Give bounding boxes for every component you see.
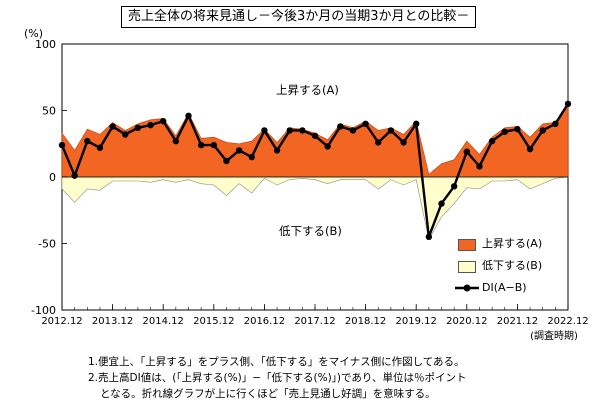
x-tick-label: 2019.12 bbox=[396, 316, 437, 327]
di-point bbox=[147, 121, 154, 129]
legend-label-up: 上昇する(A) bbox=[482, 237, 543, 250]
di-point bbox=[96, 144, 104, 151]
legend-item-down: 低下する(B) bbox=[452, 258, 572, 274]
di-point bbox=[387, 127, 395, 134]
di-point bbox=[160, 117, 167, 125]
legend-item-di: DI(A−B) bbox=[452, 280, 572, 296]
y-tick-label: 50 bbox=[42, 105, 56, 118]
di-point bbox=[463, 148, 470, 155]
di-point bbox=[223, 157, 230, 165]
di-point bbox=[261, 127, 268, 134]
y-tick-label: 100 bbox=[35, 38, 56, 51]
di-point bbox=[400, 139, 407, 146]
footnote-1: 1.便宜上、「上昇する」をプラス側、「低下する」をマイナス側に作図してある。 bbox=[88, 356, 465, 368]
footnotes: 1.便宜上、「上昇する」をプラス側、「低下する」をマイナス側に作図してある。 2… bbox=[88, 354, 467, 402]
legend-swatch-up bbox=[458, 239, 476, 251]
legend-label-di: DI(A−B) bbox=[482, 281, 527, 294]
up-area-label: 上昇する(A) bbox=[276, 83, 339, 97]
area-up-series bbox=[61, 102, 569, 178]
area-down-series bbox=[61, 176, 569, 241]
di-point bbox=[362, 120, 369, 128]
x-tick-label: 2014.12 bbox=[143, 316, 184, 327]
di-point bbox=[501, 128, 508, 135]
di-point bbox=[273, 147, 281, 154]
x-tick-label: 2013.12 bbox=[92, 316, 133, 327]
y-tick-label: -100 bbox=[31, 304, 56, 317]
di-point bbox=[349, 127, 357, 134]
di-point bbox=[413, 120, 420, 128]
di-point bbox=[172, 137, 180, 145]
x-tick-label: 2016.12 bbox=[244, 316, 285, 327]
di-point bbox=[210, 141, 217, 149]
di-point bbox=[552, 120, 559, 128]
legend-item-up: 上昇する(A) bbox=[452, 236, 572, 252]
di-point bbox=[564, 100, 572, 108]
y-axis-ticks: 100 50 0 -50 -100 bbox=[31, 38, 67, 317]
x-tick-label: 2018.12 bbox=[345, 316, 386, 327]
x-tick-label: 2017.12 bbox=[294, 316, 335, 327]
x-tick-label: 2012.12 bbox=[41, 316, 82, 327]
chart-title: 売上全体の将来見通し－今後3か月の当期3か月との比較－ bbox=[121, 6, 477, 28]
legend: 上昇する(A) 低下する(B) DI(A−B) bbox=[452, 234, 572, 302]
di-point bbox=[450, 183, 458, 190]
legend-line-di bbox=[455, 284, 479, 292]
di-point bbox=[375, 139, 382, 146]
x-axis-note: (調査時期) bbox=[530, 329, 578, 342]
di-point bbox=[425, 233, 433, 241]
di-point bbox=[476, 163, 483, 170]
x-tick-label: 2015.12 bbox=[193, 316, 234, 327]
x-axis-ticks: 2012.12 2013.12 2014.12 2015.12 2016.12 2017.… bbox=[41, 304, 589, 327]
di-line-group bbox=[58, 100, 572, 241]
di-point bbox=[526, 145, 534, 153]
di-point bbox=[311, 132, 319, 139]
di-point bbox=[134, 124, 142, 131]
di-point bbox=[324, 143, 331, 150]
y-tick-label: 0 bbox=[49, 171, 56, 184]
footnote-2: 2.売上高DI値は、(「上昇する(%)」−「低下する(%)」)であり、単位は％ポ… bbox=[88, 372, 467, 384]
y-tick-label: -50 bbox=[38, 238, 56, 251]
legend-label-down: 低下する(B) bbox=[482, 259, 543, 272]
di-point bbox=[539, 127, 546, 134]
di-point bbox=[248, 153, 255, 161]
di-point bbox=[514, 125, 521, 133]
di-point bbox=[299, 127, 306, 134]
y-axis-unit: (%) bbox=[24, 27, 44, 40]
di-point bbox=[58, 141, 66, 149]
di-point bbox=[122, 131, 129, 138]
di-point bbox=[235, 147, 243, 154]
legend-swatch-down bbox=[458, 261, 476, 273]
di-point bbox=[185, 112, 192, 120]
down-area-label: 低下する(B) bbox=[279, 224, 342, 238]
di-point bbox=[438, 200, 445, 207]
x-tick-label: 2022.12 bbox=[547, 316, 588, 327]
x-tick-label: 2020.12 bbox=[446, 316, 487, 327]
di-point bbox=[197, 141, 205, 149]
di-point bbox=[71, 172, 78, 179]
area-series-group bbox=[61, 102, 569, 241]
di-point bbox=[84, 137, 91, 145]
x-tick-label: 2021.12 bbox=[497, 316, 538, 327]
footnote-3: となる。折れ線グラフが上に行くほど「売上見通し好調」を意味する。 bbox=[100, 388, 436, 400]
di-point bbox=[286, 127, 293, 134]
di-point bbox=[337, 123, 344, 130]
di-point bbox=[488, 137, 496, 145]
di-point bbox=[109, 123, 116, 130]
